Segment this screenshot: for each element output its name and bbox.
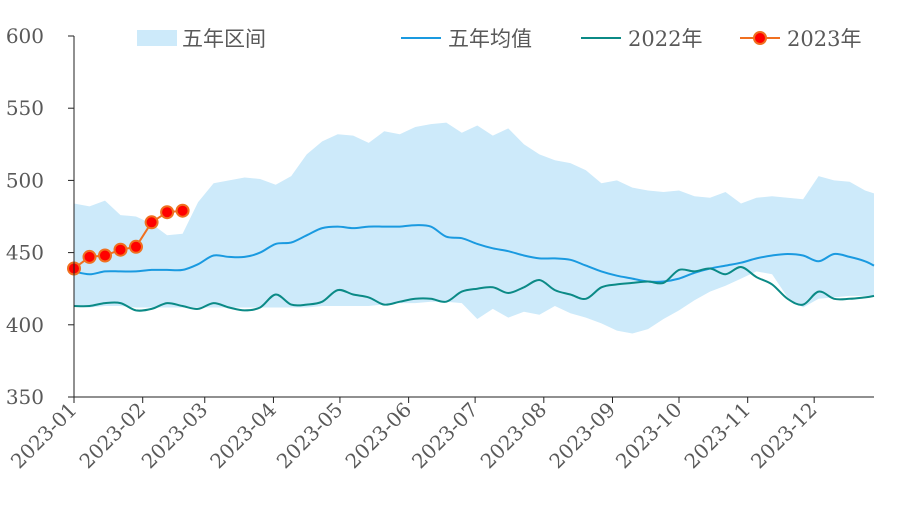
y-tick-label: 550: [6, 96, 44, 120]
y-tick-label: 400: [6, 313, 44, 337]
x-tick-label: 2023-03: [137, 398, 213, 474]
x-tick-label: 2023-04: [205, 398, 281, 474]
x-tick-label: 2023-07: [407, 398, 483, 474]
legend-swatch-range: [137, 30, 177, 46]
series-2023-point: [129, 239, 143, 254]
series-2023-point: [98, 248, 112, 263]
legend-item: 五年区间: [137, 27, 266, 51]
series-2023-point: [82, 249, 97, 264]
legend-label: 2023年: [787, 27, 861, 51]
legend-label: 五年均值: [448, 27, 532, 51]
x-tick-label: 2023-02: [74, 398, 150, 474]
legend: 五年区间 五年均值 2022年 2023年: [137, 27, 861, 51]
x-tick-label: 2023-08: [476, 398, 552, 474]
y-tick-label: 600: [6, 24, 44, 48]
legend-marker-2023: [753, 31, 767, 45]
series-2023-point: [113, 242, 128, 257]
series-2023-point: [160, 205, 175, 220]
series-2022-line: [73, 266, 875, 312]
y-tick-label: 350: [6, 385, 44, 409]
x-tick-label: 2023-10: [611, 398, 687, 474]
legend-item: 五年均值: [401, 27, 532, 51]
y-tick-label: 500: [6, 168, 44, 192]
series-2023-point: [175, 203, 190, 218]
y-tick-label: 450: [6, 241, 44, 265]
x-tick-label: 2023-12: [746, 398, 822, 474]
five-year-range-band: [74, 122, 874, 334]
legend-label: 五年区间: [182, 27, 266, 51]
five-year-average-line: [73, 224, 875, 283]
legend-item: 2022年: [581, 27, 702, 51]
x-tick-label: 2023-05: [272, 398, 348, 474]
series-2023-point: [144, 215, 159, 230]
x-tick-label: 2023-06: [340, 398, 416, 474]
legend-label: 2022年: [628, 27, 702, 51]
plot-area: [67, 122, 875, 334]
legend-item: 2023年: [740, 27, 861, 51]
x-tick-label: 2023-09: [544, 398, 620, 474]
x-tick-label: 2023-11: [679, 398, 755, 474]
